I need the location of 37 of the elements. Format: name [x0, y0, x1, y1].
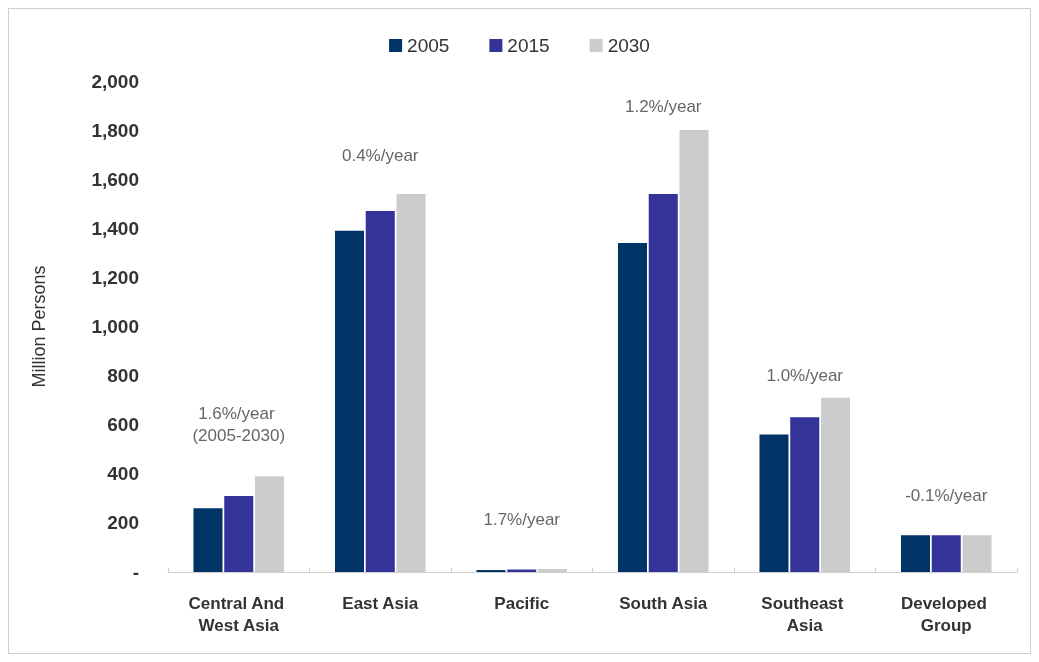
- y-tick-label: 600: [107, 414, 139, 436]
- x-tick-label: Southeast Asia: [761, 593, 849, 635]
- bar: [617, 243, 647, 572]
- legend-label: 2005: [407, 35, 450, 56]
- annotation: 1.2%/year: [624, 96, 702, 116]
- y-tick-label: 400: [107, 463, 139, 485]
- y-tick-label: 2,000: [91, 70, 139, 92]
- bar: [900, 535, 930, 572]
- annotation: 1.0%/year: [766, 366, 844, 386]
- y-tick-label: 1,000: [91, 316, 139, 337]
- bar: [193, 508, 223, 572]
- annotation: 1.7%/year: [483, 509, 561, 529]
- y-tick-label: -: [132, 561, 139, 583]
- annotation: 0.4%/year: [341, 146, 419, 166]
- bar: [759, 434, 789, 572]
- legend-label: 2030: [607, 35, 650, 56]
- y-tick-label: 1,600: [91, 168, 139, 190]
- annotation: 1.6%/year (2005-2030): [192, 403, 286, 445]
- bar: [334, 230, 364, 572]
- y-axis-title: Million Persons: [29, 265, 49, 388]
- bar: [365, 211, 395, 572]
- bar: [790, 417, 820, 572]
- bar: [931, 535, 961, 572]
- legend-label: 2015: [507, 35, 550, 56]
- bar: [224, 495, 254, 572]
- x-tick-label: South Asia: [619, 593, 708, 613]
- y-tick-label: 1,200: [91, 266, 139, 288]
- x-tick-label: Central And West Asia: [188, 593, 289, 635]
- annotation: -0.1%/year: [905, 485, 988, 505]
- x-tick-label: Developed Group: [900, 593, 992, 635]
- x-tick-label: East Asia: [342, 593, 419, 613]
- y-tick-label: 800: [107, 365, 139, 387]
- x-tick-label: Pacific: [494, 593, 550, 613]
- y-tick-label: 200: [107, 512, 139, 534]
- bar: [648, 193, 678, 572]
- y-tick-label: 1,400: [91, 217, 139, 239]
- y-tick-label: 1,800: [91, 119, 139, 141]
